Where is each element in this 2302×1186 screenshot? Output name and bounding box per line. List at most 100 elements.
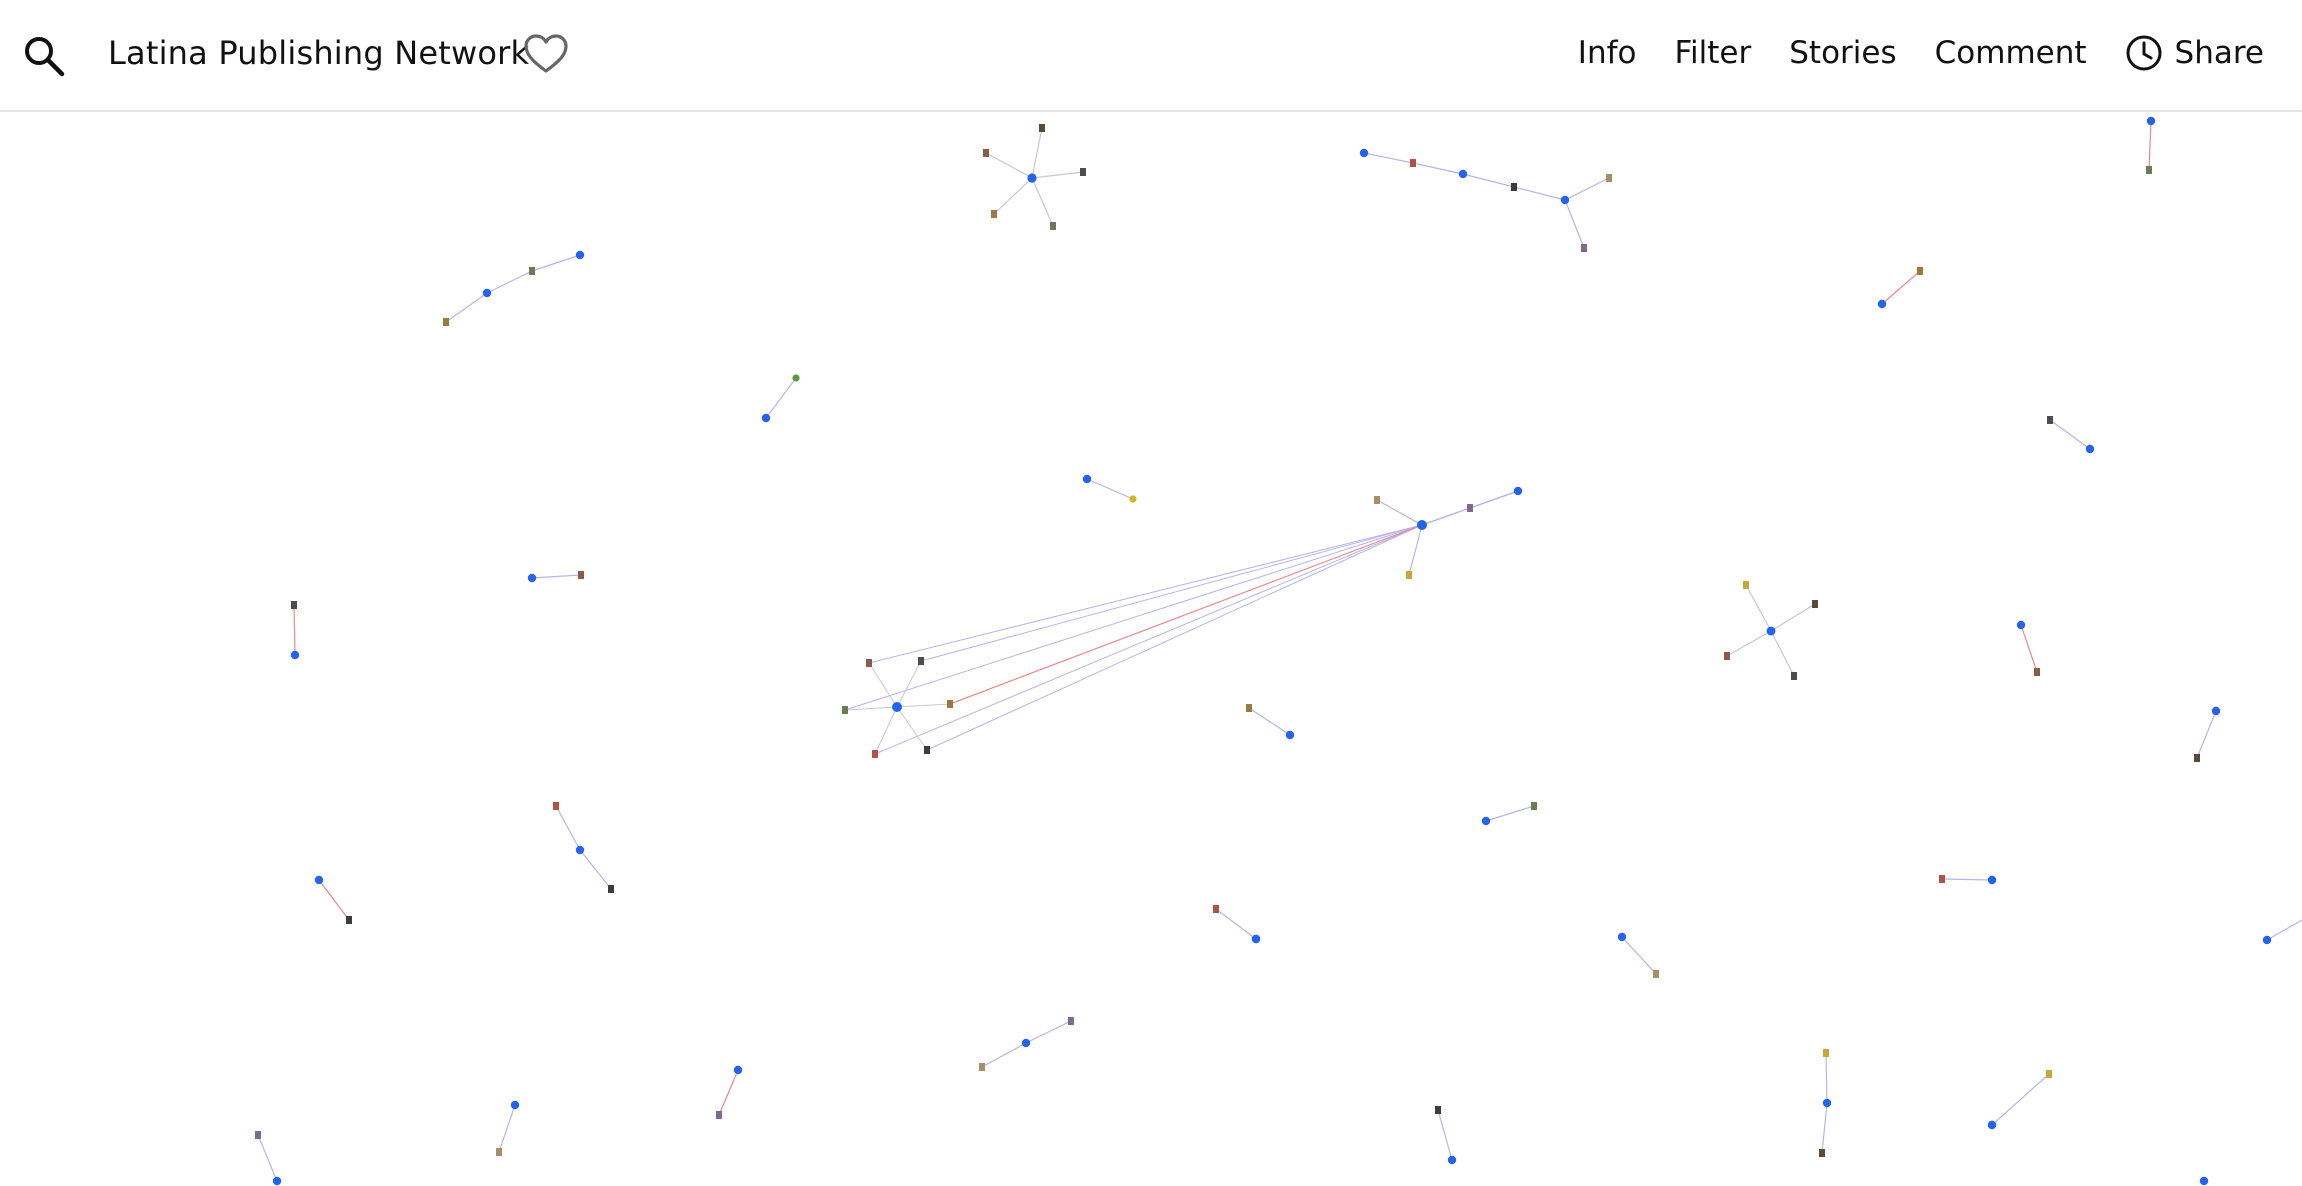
person-node[interactable] <box>761 413 771 423</box>
nav-comment[interactable]: Comment <box>1935 30 2087 76</box>
person-node[interactable] <box>2199 1176 2209 1186</box>
book-thumbnail-node[interactable] <box>578 571 584 579</box>
book-thumbnail-node[interactable] <box>1406 571 1412 579</box>
page-title: Latina Publishing Network <box>108 34 530 72</box>
book-thumbnail-node[interactable] <box>924 746 930 754</box>
person-node[interactable] <box>1617 932 1627 942</box>
book-thumbnail-node[interactable] <box>1653 970 1659 978</box>
book-thumbnail-node[interactable] <box>872 750 878 758</box>
person-node[interactable] <box>272 1176 282 1186</box>
person-node[interactable] <box>1560 195 1570 205</box>
book-thumbnail-node[interactable] <box>2047 416 2053 424</box>
person-node[interactable] <box>575 250 585 260</box>
book-thumbnail-node[interactable] <box>1812 600 1818 608</box>
person-node[interactable] <box>1447 1155 1457 1165</box>
book-thumbnail-node[interactable] <box>1939 875 1945 883</box>
book-thumbnail-node[interactable] <box>529 267 535 275</box>
book-thumbnail-node[interactable] <box>1374 496 1380 504</box>
book-thumbnail-node[interactable] <box>608 885 614 893</box>
book-thumbnail-node[interactable] <box>1823 1049 1829 1057</box>
favorite-button[interactable] <box>516 26 576 82</box>
person-node[interactable] <box>1987 875 1997 885</box>
person-node[interactable] <box>1359 148 1369 158</box>
nav-info[interactable]: Info <box>1578 30 1637 76</box>
book-thumbnail-node[interactable] <box>716 1111 722 1119</box>
book-thumbnail-node[interactable] <box>1246 704 1252 712</box>
book-thumbnail-node[interactable] <box>983 149 989 157</box>
person-node[interactable] <box>2016 620 2026 630</box>
person-node[interactable] <box>1027 173 1037 183</box>
person-node[interactable] <box>1513 486 1523 496</box>
person-node[interactable] <box>482 288 492 298</box>
book-thumbnail-node[interactable] <box>1531 802 1537 810</box>
book-thumbnail-node[interactable] <box>1410 159 1416 167</box>
person-node[interactable] <box>1285 730 1295 740</box>
person-node[interactable] <box>2146 116 2156 126</box>
person-node[interactable] <box>1417 520 1427 530</box>
person-node[interactable] <box>1458 169 1468 179</box>
book-thumbnail-node[interactable] <box>2046 1070 2052 1078</box>
person-node[interactable] <box>1082 474 1092 484</box>
book-thumbnail-node[interactable] <box>991 210 997 218</box>
graph-edge <box>1770 630 1795 677</box>
entity-node[interactable] <box>1129 495 1137 503</box>
book-thumbnail-node[interactable] <box>1791 672 1797 680</box>
nav-filter[interactable]: Filter <box>1674 30 1751 76</box>
book-thumbnail-node[interactable] <box>255 1131 261 1139</box>
book-thumbnail-node[interactable] <box>2194 754 2200 762</box>
person-node[interactable] <box>2262 935 2272 945</box>
book-thumbnail-node[interactable] <box>947 700 953 708</box>
book-thumbnail-node[interactable] <box>1917 267 1923 275</box>
book-thumbnail-node[interactable] <box>1435 1106 1441 1114</box>
entity-node[interactable] <box>792 374 800 382</box>
person-node[interactable] <box>1021 1038 1031 1048</box>
graph-edge <box>1485 805 1535 822</box>
book-thumbnail-node[interactable] <box>1743 581 1749 589</box>
book-thumbnail-node[interactable] <box>1080 168 1086 176</box>
graph-edge <box>293 604 296 656</box>
book-thumbnail-node[interactable] <box>866 659 872 667</box>
person-node[interactable] <box>1877 299 1887 309</box>
book-thumbnail-node[interactable] <box>842 706 848 714</box>
book-thumbnail-node[interactable] <box>1467 504 1473 512</box>
graph-edge <box>1408 524 1423 576</box>
book-thumbnail-node[interactable] <box>496 1148 502 1156</box>
book-thumbnail-node[interactable] <box>443 318 449 326</box>
person-node[interactable] <box>892 702 902 712</box>
nav-stories[interactable]: Stories <box>1789 30 1896 76</box>
person-node[interactable] <box>314 875 324 885</box>
nav-share[interactable]: Share <box>2125 30 2264 76</box>
book-thumbnail-node[interactable] <box>346 916 352 924</box>
clock-icon <box>2126 35 2162 71</box>
person-node[interactable] <box>1987 1120 1997 1130</box>
book-thumbnail-node[interactable] <box>2146 166 2152 174</box>
person-node[interactable] <box>290 650 300 660</box>
person-node[interactable] <box>733 1065 743 1075</box>
book-thumbnail-node[interactable] <box>1606 174 1612 182</box>
person-node[interactable] <box>575 845 585 855</box>
book-thumbnail-node[interactable] <box>1724 652 1730 660</box>
book-thumbnail-node[interactable] <box>291 601 297 609</box>
person-node[interactable] <box>510 1100 520 1110</box>
book-thumbnail-node[interactable] <box>918 657 924 665</box>
book-thumbnail-node[interactable] <box>1213 905 1219 913</box>
book-thumbnail-node[interactable] <box>2034 668 2040 676</box>
person-node[interactable] <box>1766 626 1776 636</box>
person-node[interactable] <box>2085 444 2095 454</box>
person-node[interactable] <box>527 573 537 583</box>
person-node[interactable] <box>1251 934 1261 944</box>
person-node[interactable] <box>1481 816 1491 826</box>
graph-edge <box>2020 624 2038 673</box>
book-thumbnail-node[interactable] <box>1068 1017 1074 1025</box>
book-thumbnail-node[interactable] <box>553 802 559 810</box>
book-thumbnail-node[interactable] <box>1050 222 1056 230</box>
book-thumbnail-node[interactable] <box>979 1063 985 1071</box>
book-thumbnail-node[interactable] <box>1039 124 1045 132</box>
book-thumbnail-node[interactable] <box>1511 183 1517 191</box>
book-thumbnail-node[interactable] <box>1819 1149 1825 1157</box>
book-thumbnail-node[interactable] <box>1581 244 1587 252</box>
person-node[interactable] <box>2211 706 2221 716</box>
person-node[interactable] <box>1822 1098 1832 1108</box>
search-button[interactable] <box>14 28 74 84</box>
